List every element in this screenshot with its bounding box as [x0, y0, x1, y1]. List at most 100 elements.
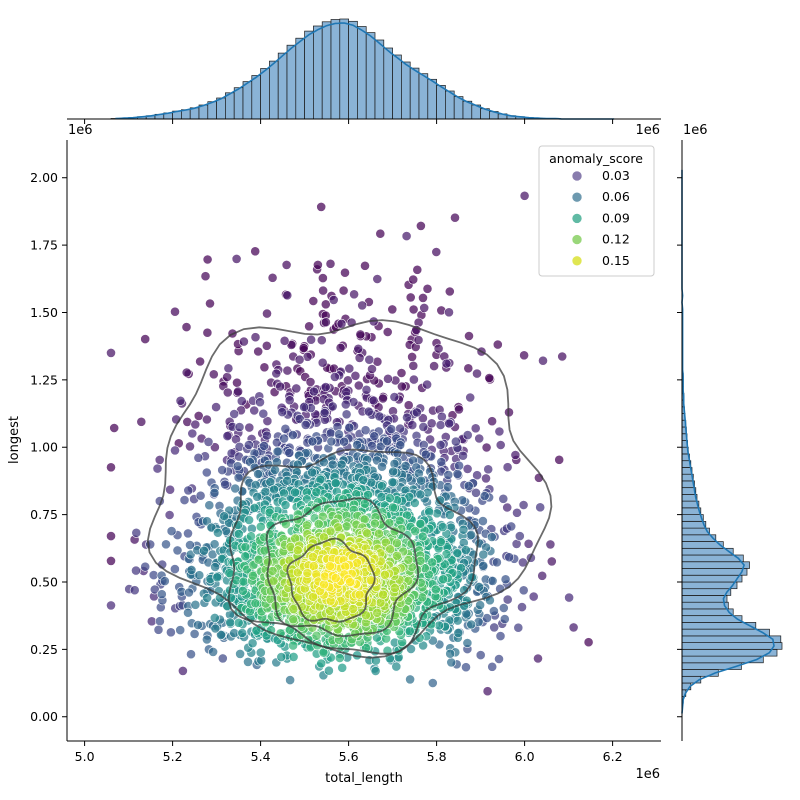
scatter-point [415, 220, 426, 231]
scatter-point [311, 487, 322, 497]
scatter-point [568, 622, 579, 633]
scatter-point [320, 299, 331, 310]
scatter-point [243, 439, 254, 450]
scatter-point [316, 201, 327, 212]
legend-marker [571, 255, 583, 267]
scatter-point [483, 464, 494, 475]
scatter-point [181, 322, 192, 332]
scatter-point [546, 556, 557, 567]
scatter-point [282, 290, 293, 301]
scatter-point [280, 423, 291, 434]
scatter-point [200, 271, 211, 282]
scatter-point [327, 459, 338, 470]
scatter-point [383, 373, 393, 384]
scatter-point [466, 619, 477, 630]
top-hist-bar [286, 44, 297, 120]
scatter-point [387, 502, 398, 513]
scatter-point [177, 666, 188, 676]
scatter-point [329, 371, 340, 382]
scatter-point [519, 190, 530, 201]
scatter-point [208, 369, 219, 380]
scatter-point [140, 561, 151, 572]
scatter-point [564, 592, 574, 603]
scatter-point [193, 452, 204, 463]
scatter-point [402, 412, 412, 423]
scatter-point [240, 542, 251, 552]
scatter-point [389, 583, 400, 593]
scatter-point [372, 274, 383, 284]
scatter-point [216, 630, 226, 640]
scatter-point [234, 422, 245, 432]
scatter-point [489, 622, 500, 633]
scatter-point [202, 593, 212, 603]
scatter-point [233, 386, 243, 397]
scatter-point [193, 620, 203, 630]
scatter-point [510, 450, 521, 460]
right-hist-bar [681, 581, 738, 590]
scatter-point [194, 570, 205, 581]
scatter-point [452, 468, 463, 479]
scatter-point [375, 228, 386, 239]
scatter-point [190, 599, 201, 610]
scatter-point [271, 368, 282, 379]
scatter-point [202, 254, 213, 265]
scatter-point [450, 212, 460, 223]
scatter-point [494, 654, 504, 664]
scatter-point [165, 627, 176, 638]
scatter-point [372, 607, 383, 618]
scatter-point [316, 658, 327, 669]
scatter-point [253, 346, 264, 357]
scatter-point [513, 622, 524, 633]
scatter-point [418, 421, 429, 432]
scatter-point [217, 653, 228, 664]
top-hist-bar [242, 81, 253, 120]
scatter-point [175, 395, 186, 406]
scatter-point [298, 343, 309, 353]
scatter-point [255, 647, 266, 658]
scatter-point [190, 419, 201, 430]
scatter-point [272, 446, 283, 457]
scatter-point [420, 449, 431, 460]
scatter-point [261, 430, 272, 441]
scatter-point [159, 576, 170, 586]
scatter-point [279, 335, 290, 346]
x-tick-label: 5.6 [339, 749, 359, 764]
scatter-point [285, 675, 295, 685]
top-marginal-offset-right: 1e6 [635, 123, 660, 138]
scatter-point [481, 473, 491, 484]
scatter-point [201, 467, 212, 478]
scatter-point [288, 652, 299, 662]
scatter-point [312, 259, 323, 270]
scatter-point [345, 577, 355, 587]
scatter-point [475, 650, 486, 660]
scatter-point [396, 368, 407, 378]
scatter-point [445, 648, 456, 659]
top-hist-bar [233, 87, 244, 120]
scatter-point [407, 351, 417, 362]
scatter-point [487, 416, 497, 427]
legend-marker [571, 234, 583, 245]
scatter-point [519, 350, 529, 361]
scatter-point [452, 548, 463, 558]
scatter-point [259, 362, 270, 373]
scatter-point [465, 392, 476, 403]
scatter-point [246, 531, 256, 542]
scatter-point [229, 409, 240, 419]
scatter-point [404, 626, 415, 637]
scatter-point [186, 565, 197, 575]
scatter-point [444, 307, 454, 318]
x-tick-label: 5.8 [427, 749, 447, 764]
scatter-point [313, 519, 324, 529]
scatter-point [364, 354, 375, 365]
scatter-point [462, 638, 473, 648]
scatter-point [316, 335, 327, 346]
legend-marker [571, 191, 583, 203]
scatter-point [307, 436, 318, 447]
scatter-point [306, 334, 316, 345]
scatter-point [431, 247, 442, 257]
top-marginal-offset-left: 1e6 [68, 123, 93, 138]
scatter-point [452, 615, 463, 626]
scatter-point [387, 477, 398, 488]
y-tick-label: 0.25 [30, 642, 58, 657]
scatter-point [472, 470, 482, 481]
